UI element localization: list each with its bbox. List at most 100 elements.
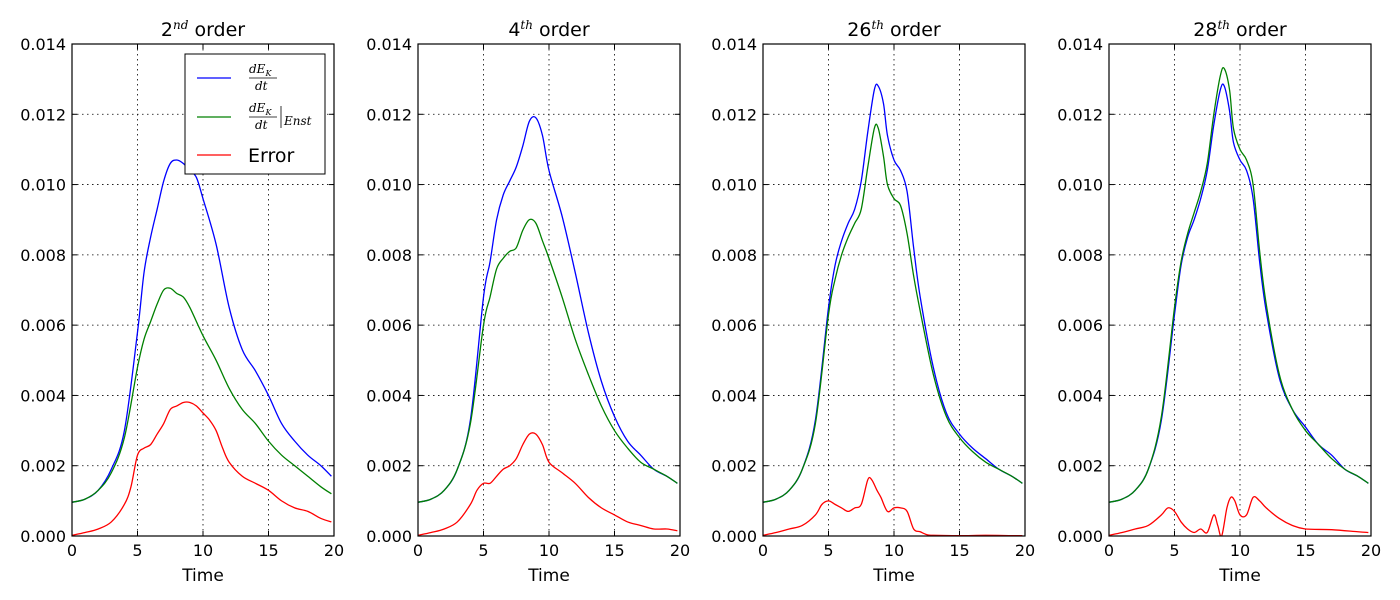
y-tick-label: 0.014 — [366, 35, 412, 54]
x-axis-title: Time — [1218, 566, 1261, 586]
y-tick-label: 0.004 — [1057, 386, 1103, 405]
x-tick-label: 5 — [823, 541, 833, 560]
x-tick-label: 20 — [1015, 541, 1035, 560]
series-line-red — [763, 476, 1023, 536]
y-tick-label: 0.008 — [711, 246, 757, 265]
y-tick-label: 0.004 — [366, 386, 412, 405]
chart-title: 26th order — [847, 18, 941, 41]
legend-suffix: Enst — [283, 114, 312, 128]
y-tick-label: 0.000 — [20, 527, 66, 546]
chart-title-superscript: th — [871, 18, 884, 32]
chart-title-superscript: th — [1217, 18, 1230, 32]
y-tick-label: 0.012 — [366, 105, 412, 124]
x-tick-label: 5 — [478, 541, 488, 560]
chart-title-superscript: nd — [173, 18, 189, 32]
y-tick-label: 0.002 — [20, 457, 66, 476]
plot-frame — [762, 43, 1026, 537]
chart-title-base: 4 — [508, 19, 520, 41]
chart-panel-3: 0 5 10 15 20 0.000 0.002 0.004 0.006 0.008 0.010 0.… — [711, 18, 1035, 586]
y-tick-label: 0.012 — [1057, 105, 1103, 124]
chart-title-rest: order — [188, 19, 245, 41]
x-tick-label: 5 — [1169, 541, 1179, 560]
series-line-green — [418, 218, 678, 503]
chart-title-base: 2 — [161, 19, 173, 41]
y-tick-label: 0.014 — [711, 35, 757, 54]
x-tick-label: 0 — [1104, 541, 1114, 560]
legend-fraction-numerator: dEK — [249, 62, 272, 78]
series-line-blue — [1109, 83, 1369, 503]
chart-title-superscript: th — [520, 18, 533, 32]
y-tick-label: 0.010 — [20, 176, 66, 195]
y-tick-label: 0.000 — [1057, 527, 1103, 546]
y-tick-label: 0.008 — [20, 246, 66, 265]
y-tick-label: 0.008 — [366, 246, 412, 265]
chart-title-base: 28 — [1193, 19, 1217, 41]
x-tick-label: 10 — [193, 541, 213, 560]
chart-title-rest: order — [1230, 19, 1287, 41]
y-tick-label: 0.004 — [711, 386, 757, 405]
x-tick-label: 10 — [884, 541, 904, 560]
series-line-blue — [763, 83, 1023, 503]
x-axis-title: Time — [872, 566, 915, 586]
chart-title: 2nd order — [161, 18, 245, 41]
x-tick-label: 20 — [670, 541, 690, 560]
y-tick-label: 0.008 — [1057, 246, 1103, 265]
series-line-blue — [418, 115, 678, 503]
chart-panel-2: 0 5 10 15 20 0.000 0.002 0.004 0.006 0.008 0.010 0.… — [366, 18, 690, 586]
legend-fraction-denominator: dt — [255, 79, 268, 93]
y-tick-label: 0.010 — [366, 176, 412, 195]
x-tick-label: 20 — [1361, 541, 1381, 560]
series-line-green — [763, 123, 1023, 503]
x-tick-label: 15 — [1295, 541, 1315, 560]
y-tick-label: 0.000 — [366, 527, 412, 546]
x-tick-label: 0 — [413, 541, 423, 560]
x-axis-title: Time — [527, 566, 570, 586]
x-tick-label: 10 — [539, 541, 559, 560]
series-line-blue — [72, 159, 332, 503]
legend-fraction-denominator: dt — [255, 118, 268, 132]
y-tick-label: 0.010 — [711, 176, 757, 195]
y-tick-label: 0.014 — [1057, 35, 1103, 54]
chart-title: 28th order — [1193, 18, 1287, 41]
y-tick-label: 0.006 — [1057, 316, 1103, 335]
y-tick-label: 0.006 — [366, 316, 412, 335]
plot-frame — [417, 43, 681, 537]
chart-panel-4: 0 5 10 15 20 0.000 0.002 0.004 0.006 0.008 0.010 0.… — [1057, 18, 1381, 586]
series-line-green — [1109, 66, 1369, 503]
series-line-red — [72, 401, 332, 536]
y-tick-label: 0.006 — [20, 316, 66, 335]
x-tick-label: 10 — [1230, 541, 1250, 560]
legend-box — [184, 53, 326, 175]
x-axis-title: Time — [181, 566, 224, 586]
y-tick-label: 0.004 — [20, 386, 66, 405]
plot-frame — [1108, 43, 1372, 537]
plot-frame — [71, 43, 335, 537]
chart-title-rest: order — [533, 19, 590, 41]
chart-title-base: 26 — [847, 19, 871, 41]
y-tick-label: 0.002 — [366, 457, 412, 476]
x-tick-label: 5 — [132, 541, 142, 560]
x-tick-label: 0 — [758, 541, 768, 560]
x-tick-label: 15 — [949, 541, 969, 560]
series-line-green — [72, 287, 332, 503]
x-tick-label: 15 — [258, 541, 278, 560]
y-tick-label: 0.012 — [20, 105, 66, 124]
x-tick-label: 0 — [67, 541, 77, 560]
y-tick-label: 0.014 — [20, 35, 66, 54]
chart-title-rest: order — [884, 19, 941, 41]
series-line-red — [418, 432, 678, 536]
x-tick-label: 15 — [604, 541, 624, 560]
series-line-red — [1109, 496, 1369, 536]
chart-title: 4th order — [508, 18, 590, 41]
y-tick-label: 0.002 — [711, 457, 757, 476]
y-tick-label: 0.006 — [711, 316, 757, 335]
y-tick-label: 0.010 — [1057, 176, 1103, 195]
y-tick-label: 0.002 — [1057, 457, 1103, 476]
chart-panel-1: 0 5 10 15 20 0.000 0.002 0.004 0.006 0.008 0.010 0.… — [20, 18, 344, 586]
y-tick-label: 0.000 — [711, 527, 757, 546]
legend-fraction-numerator: dEK — [249, 101, 272, 117]
y-tick-label: 0.012 — [711, 105, 757, 124]
x-tick-label: 20 — [324, 541, 344, 560]
